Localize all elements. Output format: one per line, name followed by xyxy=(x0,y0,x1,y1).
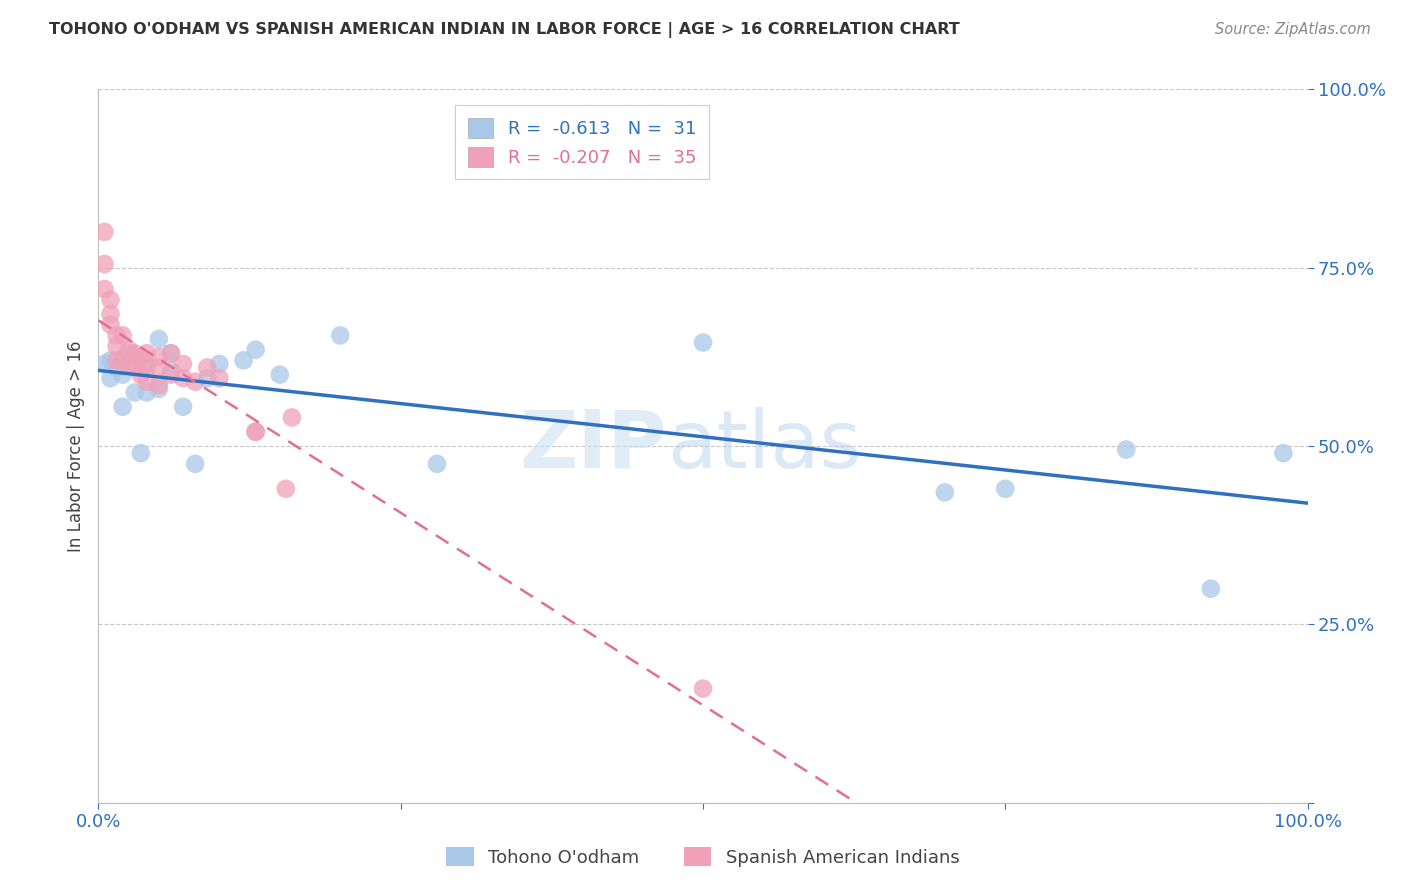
Point xyxy=(93,225,115,239)
Point xyxy=(245,425,267,439)
Point xyxy=(105,360,128,375)
Point xyxy=(160,368,183,382)
Point xyxy=(135,346,157,360)
Point xyxy=(994,482,1017,496)
Point xyxy=(118,357,141,371)
Point xyxy=(232,353,254,368)
Point xyxy=(135,360,157,375)
Point xyxy=(105,353,128,368)
Point xyxy=(111,353,134,368)
Point xyxy=(135,357,157,371)
Point xyxy=(135,375,157,389)
Point xyxy=(129,350,152,364)
Point xyxy=(148,382,170,396)
Point xyxy=(329,328,352,343)
Point xyxy=(245,425,267,439)
Point xyxy=(100,293,122,307)
Point xyxy=(100,307,122,321)
Point xyxy=(692,335,714,350)
Point xyxy=(160,346,183,360)
Point xyxy=(100,353,122,368)
Point xyxy=(172,400,194,414)
Point xyxy=(118,346,141,360)
Text: Source: ZipAtlas.com: Source: ZipAtlas.com xyxy=(1215,22,1371,37)
Point xyxy=(100,318,122,332)
Point xyxy=(148,360,170,375)
Point xyxy=(93,257,115,271)
Point xyxy=(160,346,183,360)
Legend: R =  -0.613   N =  31, R =  -0.207   N =  35: R = -0.613 N = 31, R = -0.207 N = 35 xyxy=(456,105,709,179)
Point xyxy=(1272,446,1295,460)
Y-axis label: In Labor Force | Age > 16: In Labor Force | Age > 16 xyxy=(66,340,84,552)
Point xyxy=(129,368,152,382)
Text: TOHONO O'ODHAM VS SPANISH AMERICAN INDIAN IN LABOR FORCE | AGE > 16 CORRELATION : TOHONO O'ODHAM VS SPANISH AMERICAN INDIA… xyxy=(49,22,960,38)
Point xyxy=(172,371,194,385)
Point xyxy=(105,339,128,353)
Point xyxy=(148,332,170,346)
Point xyxy=(195,371,218,385)
Point xyxy=(93,282,115,296)
Point xyxy=(184,457,207,471)
Point xyxy=(160,364,183,378)
Point xyxy=(148,378,170,392)
Point xyxy=(111,400,134,414)
Point xyxy=(1115,442,1137,457)
Point xyxy=(184,375,207,389)
Point xyxy=(195,360,218,375)
Point xyxy=(208,371,231,385)
Point xyxy=(124,360,146,375)
Point xyxy=(135,385,157,400)
Point xyxy=(93,357,115,371)
Point xyxy=(148,350,170,364)
Point xyxy=(124,385,146,400)
Point xyxy=(269,368,291,382)
Text: atlas: atlas xyxy=(666,407,860,485)
Point xyxy=(281,410,304,425)
Point xyxy=(1199,582,1222,596)
Point xyxy=(274,482,297,496)
Point xyxy=(934,485,956,500)
Point xyxy=(111,368,134,382)
Legend: Tohono O'odham, Spanish American Indians: Tohono O'odham, Spanish American Indians xyxy=(439,840,967,874)
Point xyxy=(118,343,141,357)
Point xyxy=(129,446,152,460)
Point xyxy=(208,357,231,371)
Point xyxy=(100,371,122,385)
Point xyxy=(105,328,128,343)
Point xyxy=(124,346,146,360)
Point xyxy=(111,328,134,343)
Point xyxy=(124,357,146,371)
Point xyxy=(172,357,194,371)
Text: ZIP: ZIP xyxy=(519,407,666,485)
Point xyxy=(245,343,267,357)
Point xyxy=(692,681,714,696)
Point xyxy=(426,457,449,471)
